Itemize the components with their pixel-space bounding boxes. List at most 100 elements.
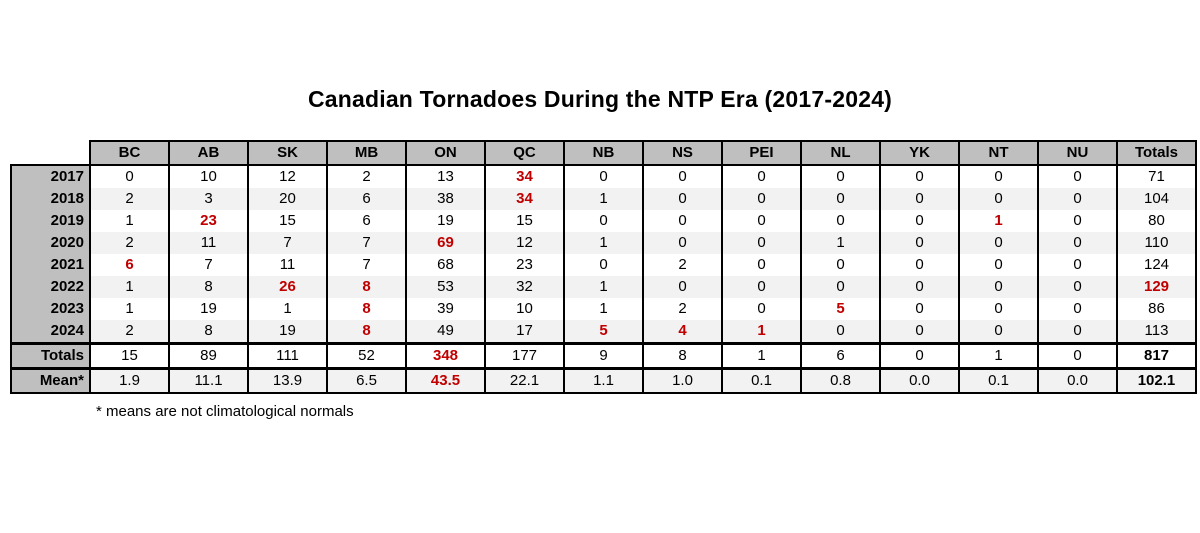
cell-2019-on: 19 [405, 210, 486, 232]
cell-2023-on: 39 [405, 298, 486, 320]
cell-2020-pei: 0 [721, 232, 802, 254]
cell-2022-yk: 0 [879, 276, 960, 298]
cell-2020-sk: 7 [247, 232, 328, 254]
cell-2021-yk: 0 [879, 254, 960, 276]
cell-mean-nt: 0.1 [958, 367, 1039, 394]
row-label-2020: 2020 [10, 232, 91, 254]
table-header: BC AB SK MB ON QC NB NS PEI NL YK NT NU Totals [11, 140, 1197, 166]
col-header-on: ON [405, 140, 486, 166]
cell-2020-nb: 1 [563, 232, 644, 254]
cell-totals-sk: 111 [247, 342, 328, 370]
row-label-2024: 2024 [10, 320, 91, 344]
cell-2021-nl: 0 [800, 254, 881, 276]
cell-2021-ns: 2 [642, 254, 723, 276]
cell-2018-qc: 34 [484, 188, 565, 210]
cell-2018-mb: 6 [326, 188, 407, 210]
cell-2021-sk: 11 [247, 254, 328, 276]
cell-2024-totals: 113 [1116, 320, 1197, 344]
cell-2023-nu: 0 [1037, 298, 1118, 320]
cell-2019-totals: 80 [1116, 210, 1197, 232]
page-title: Canadian Tornadoes During the NTP Era (2… [307, 86, 893, 112]
cell-2022-nt: 0 [958, 276, 1039, 298]
cell-2020-on: 69 [405, 232, 486, 254]
cell-2022-ns: 0 [642, 276, 723, 298]
cell-2022-pei: 0 [721, 276, 802, 298]
cell-mean-bc: 1.9 [89, 367, 170, 394]
cell-2023-qc: 10 [484, 298, 565, 320]
cell-2019-mb: 6 [326, 210, 407, 232]
cell-2020-nl: 1 [800, 232, 881, 254]
table-row-2017: 2017 0 10 12 2 13 34 0 0 0 0 0 0 0 71 [10, 164, 1197, 188]
cell-2019-sk: 15 [247, 210, 328, 232]
cell-2019-ns: 0 [642, 210, 723, 232]
col-header-sk: SK [247, 140, 328, 166]
tornado-table: BC AB SK MB ON QC NB NS PEI NL YK NT NU Totals 2017 0 1… [10, 140, 1197, 394]
cell-totals-mb: 52 [326, 342, 407, 370]
cell-2020-qc: 12 [484, 232, 565, 254]
cell-2019-yk: 0 [879, 210, 960, 232]
cell-mean-nl: 0.8 [800, 367, 881, 394]
cell-2024-nu: 0 [1037, 320, 1118, 344]
col-header-ns: NS [642, 140, 723, 166]
cell-totals-nb: 9 [563, 342, 644, 370]
cell-mean-ab: 11.1 [168, 367, 249, 394]
cell-2023-mb: 8 [326, 298, 407, 320]
cell-2024-ns: 4 [642, 320, 723, 344]
cell-2018-nu: 0 [1037, 188, 1118, 210]
row-label-mean: Mean* [10, 367, 91, 394]
col-header-qc: QC [484, 140, 565, 166]
cell-2024-nb: 5 [563, 320, 644, 344]
cell-2022-nb: 1 [563, 276, 644, 298]
col-header-yk: YK [879, 140, 960, 166]
cell-2018-ns: 0 [642, 188, 723, 210]
row-label-2023: 2023 [10, 298, 91, 320]
col-header-nu: NU [1037, 140, 1118, 166]
table-row-2022: 2022 1 8 26 8 53 32 1 0 0 0 0 0 0 129 [10, 276, 1197, 298]
table-row-2020: 2020 2 11 7 7 69 12 1 0 0 1 0 0 0 110 [10, 232, 1197, 254]
cell-2020-ns: 0 [642, 232, 723, 254]
row-label-2019: 2019 [10, 210, 91, 232]
table-row-totals: Totals 15 89 111 52 348 177 9 8 1 6 0 1 0 817 [10, 342, 1197, 370]
col-header-ab: AB [168, 140, 249, 166]
cell-2022-on: 53 [405, 276, 486, 298]
cell-2022-totals: 129 [1116, 276, 1197, 298]
row-label-2017: 2017 [10, 164, 91, 188]
cell-2017-nl: 0 [800, 164, 881, 188]
cell-2020-bc: 2 [89, 232, 170, 254]
cell-2021-totals: 124 [1116, 254, 1197, 276]
cell-2018-sk: 20 [247, 188, 328, 210]
cell-2021-ab: 7 [168, 254, 249, 276]
table-body: 2017 0 10 12 2 13 34 0 0 0 0 0 0 0 71 2018 2 3 20 6 38 34 1 0 0 0… [10, 164, 1197, 394]
cell-2017-bc: 0 [89, 164, 170, 188]
cell-2019-pei: 0 [721, 210, 802, 232]
row-label-totals: Totals [10, 342, 91, 370]
cell-2018-totals: 104 [1116, 188, 1197, 210]
cell-mean-ns: 1.0 [642, 367, 723, 394]
cell-2024-nl: 0 [800, 320, 881, 344]
col-header-nt: NT [958, 140, 1039, 166]
cell-2024-yk: 0 [879, 320, 960, 344]
cell-2017-yk: 0 [879, 164, 960, 188]
cell-2022-sk: 26 [247, 276, 328, 298]
cell-2021-pei: 0 [721, 254, 802, 276]
cell-2022-qc: 32 [484, 276, 565, 298]
cell-totals-ab: 89 [168, 342, 249, 370]
cell-2023-sk: 1 [247, 298, 328, 320]
col-header-totals: Totals [1116, 140, 1197, 166]
cell-2017-qc: 34 [484, 164, 565, 188]
corner-cell [11, 141, 90, 165]
cell-2022-mb: 8 [326, 276, 407, 298]
table-row-2021: 2021 6 7 11 7 68 23 0 2 0 0 0 0 0 124 [10, 254, 1197, 276]
cell-2020-yk: 0 [879, 232, 960, 254]
col-header-bc: BC [89, 140, 170, 166]
cell-2021-bc: 6 [89, 254, 170, 276]
col-header-nb: NB [563, 140, 644, 166]
cell-2017-totals: 71 [1116, 164, 1197, 188]
col-header-mb: MB [326, 140, 407, 166]
cell-mean-sk: 13.9 [247, 367, 328, 394]
cell-mean-nb: 1.1 [563, 367, 644, 394]
cell-totals-on: 348 [405, 342, 486, 370]
cell-2024-qc: 17 [484, 320, 565, 344]
cell-2019-nu: 0 [1037, 210, 1118, 232]
cell-2023-bc: 1 [89, 298, 170, 320]
